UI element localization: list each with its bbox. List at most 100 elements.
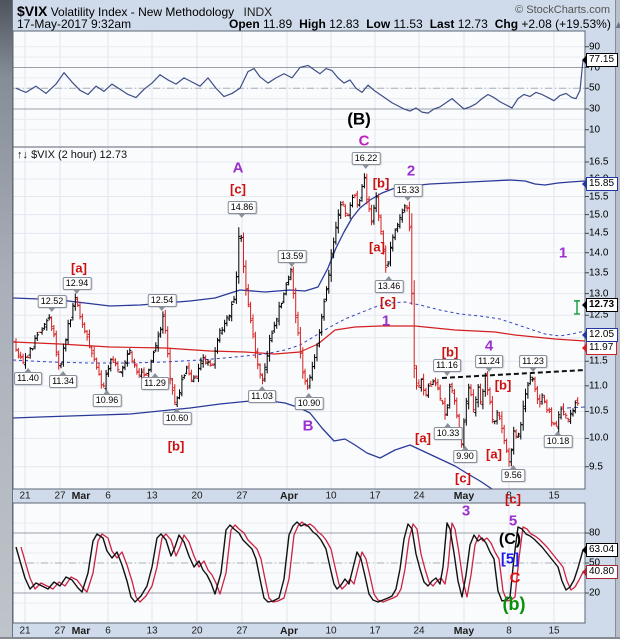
x-axis-label: 13	[146, 490, 158, 502]
wave-annotation: [a]	[415, 430, 431, 446]
last-price-box: 12.73	[582, 298, 619, 313]
bottom-x-axis-label: 15	[548, 625, 560, 637]
wave-annotation: [a]	[71, 260, 87, 276]
overlay-value-box: 11.97	[582, 341, 618, 356]
wave-annotation: A	[232, 159, 244, 177]
oscillator-axis-label: 80	[589, 527, 601, 539]
callout-pointer-icon	[58, 371, 67, 376]
callout-pointer-icon	[173, 408, 181, 414]
wave-annotation: [5]	[500, 550, 520, 568]
bottom-x-axis-label: 6	[105, 625, 111, 637]
price-panel-label-text: $VIX (2 hour) 12.73	[31, 149, 128, 161]
value-box-arrow-icon	[582, 330, 587, 341]
wave-annotation: [a]	[369, 239, 385, 255]
wave-annotation: [a]	[486, 446, 502, 462]
toggle-arrows-icon[interactable]: ↑↓	[17, 149, 28, 161]
wave-annotation: C	[509, 569, 521, 587]
price-axis-label: 10.0	[589, 432, 609, 444]
title-text: Volatility Index - New Methodology	[50, 5, 235, 19]
x-axis-label: May	[453, 490, 475, 502]
price-callout: 10.18	[543, 430, 573, 448]
price-callout: 11.29	[141, 373, 169, 391]
wave-annotation: [c]	[380, 294, 396, 310]
wave-annotation: [b]	[372, 175, 390, 191]
callout-pointer-icon	[23, 368, 32, 374]
callout-pointer-icon	[444, 422, 452, 428]
price-callout: 11.23	[519, 355, 547, 373]
callout-pointer-icon	[554, 430, 562, 436]
x-axis-label: 8	[506, 490, 512, 502]
callout-pointer-icon	[73, 289, 81, 295]
x-axis-label: Mar	[71, 490, 91, 502]
price-axis-label: 14.5	[589, 227, 609, 239]
chart-title: $VIX Volatility Index - New Methodology …	[17, 3, 272, 19]
wave-annotation: B	[302, 417, 314, 435]
callout-pointer-icon	[257, 386, 266, 392]
x-axis-label: 10	[325, 490, 337, 502]
bottom-x-axis-label: 10	[325, 625, 337, 637]
quote-chg-label: Chg	[494, 17, 519, 31]
wave-annotation: [b]	[441, 344, 459, 360]
x-axis-label: 21	[19, 490, 31, 502]
value-box-arrow-icon	[582, 544, 587, 555]
value-box-arrow-icon	[582, 55, 587, 66]
change-up-arrow-icon: ▲	[613, 20, 620, 31]
callout-pointer-icon	[461, 445, 469, 451]
price-axis-label: 10.5	[589, 405, 609, 417]
wave-annotation: [b]	[494, 377, 512, 393]
quote-open-label: Open	[229, 17, 260, 31]
price-callout: 15.33	[393, 183, 423, 201]
value-box-arrow-icon	[582, 179, 587, 190]
price-callout: 12.94	[62, 277, 92, 295]
oscillator-axis-label: 20	[589, 587, 601, 599]
copyright: © StockCharts.com	[515, 4, 610, 16]
right-window-edge	[615, 0, 620, 639]
callout-pointer-icon	[158, 306, 166, 312]
price-callout: 10.90	[294, 392, 324, 410]
wave-annotation: (B)	[347, 109, 371, 129]
wave-annotation: 5	[508, 512, 518, 530]
price-axis-label: 15.0	[589, 209, 609, 221]
wave-annotation: [c]	[505, 491, 521, 507]
rsi-value-box: 77.15	[582, 53, 619, 68]
bottom-window-edge	[0, 637, 620, 639]
price-callout: 11.34	[49, 371, 77, 388]
rsi-axis-label: 50	[589, 82, 601, 94]
bottom-x-axis-label: 8	[506, 625, 512, 637]
callout-pointer-icon	[238, 212, 246, 218]
wave-annotation: (C)	[498, 531, 522, 548]
bottom-x-axis-label: 21	[19, 625, 31, 637]
x-axis-label: 27	[54, 490, 66, 502]
wave-annotation: [c]	[230, 181, 246, 197]
price-callout: 16.22	[351, 152, 381, 170]
price-callout: 11.24	[475, 354, 503, 372]
price-axis-label: 14.0	[589, 247, 609, 259]
wave-annotation: 2	[406, 162, 416, 180]
price-callout: 10.96	[92, 389, 122, 407]
bottom-x-axis-label: 27	[54, 625, 66, 637]
wave-annotation: [b]	[167, 438, 185, 454]
price-panel-label[interactable]: ↑↓ $VIX (2 hour) 12.73	[17, 149, 127, 161]
quote-high-label: High	[299, 17, 326, 31]
callout-pointer-icon	[103, 389, 111, 395]
bottom-x-axis-label: 20	[191, 625, 203, 637]
callout-pointer-icon	[362, 164, 370, 170]
x-axis-label: 6	[105, 490, 111, 502]
price-axis-label: 13.5	[589, 267, 609, 279]
quote-last-label: Last	[429, 17, 455, 31]
overlay-value-box: 12.05	[582, 328, 619, 343]
wave-annotation: 3	[461, 502, 471, 520]
price-callout: 9.90	[453, 445, 477, 463]
price-callout: 9.56	[501, 465, 525, 483]
callout-pointer-icon	[288, 262, 296, 268]
wave-annotation: (b)	[502, 594, 526, 614]
quote-line: Open 11.89 High 12.83 Low 11.53 Last 12.73 C…	[222, 17, 620, 31]
quote-low-label: Low	[366, 17, 391, 31]
price-axis-label: 15.5	[589, 191, 609, 202]
price-callout: 10.33	[433, 422, 463, 440]
price-callout: 14.86	[227, 200, 257, 218]
wave-annotation: [c]	[455, 470, 471, 486]
rsi-axis-label: 70	[589, 62, 601, 73]
